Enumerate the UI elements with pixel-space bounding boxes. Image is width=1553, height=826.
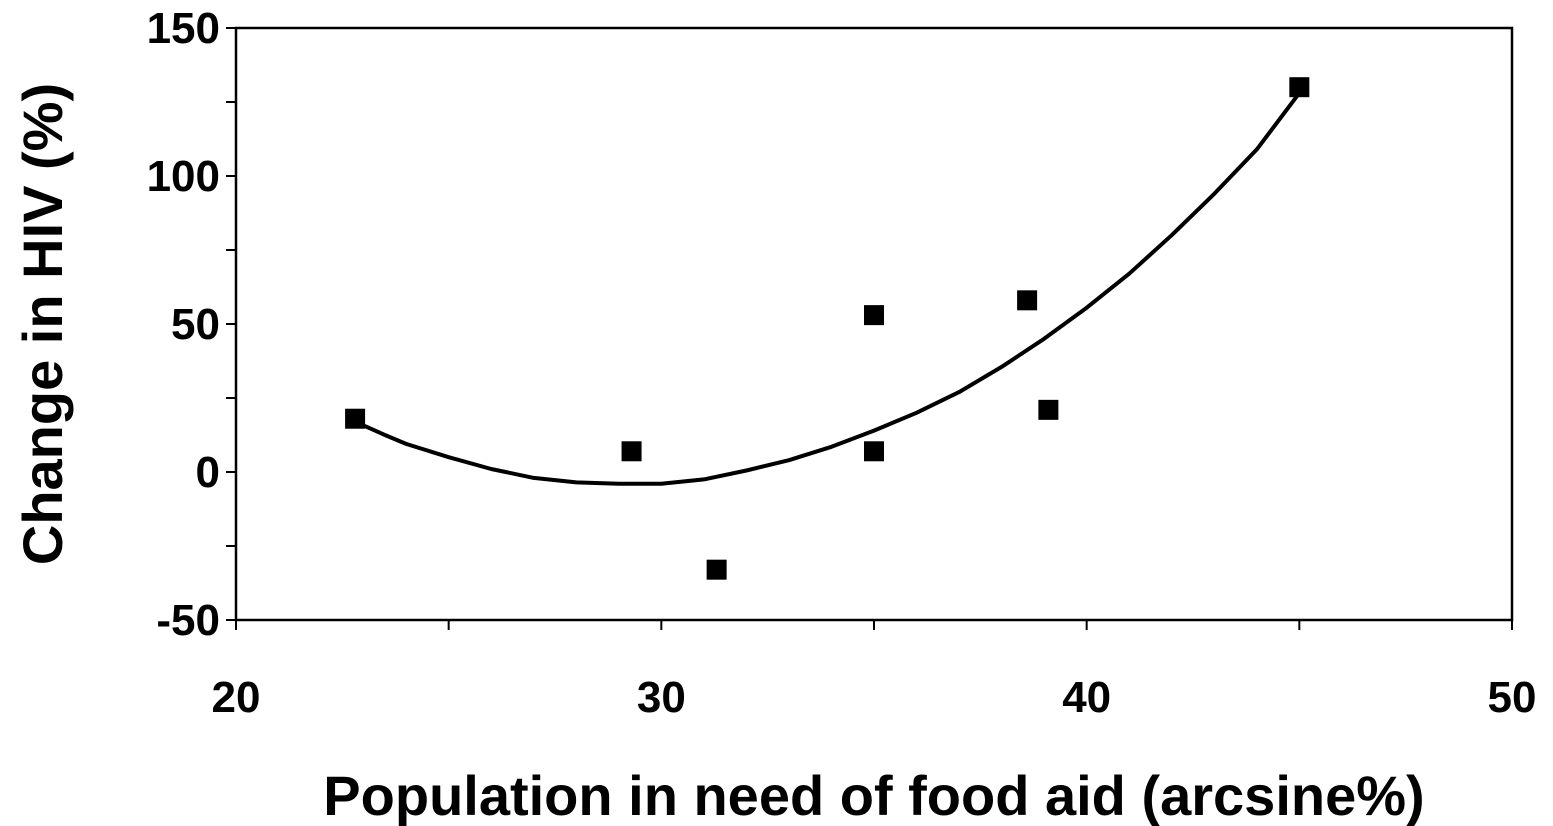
data-point	[1017, 290, 1038, 311]
data-points	[345, 77, 1310, 580]
data-point	[864, 441, 884, 462]
data-point	[864, 305, 884, 326]
x-axis: 20 30 40 50	[212, 620, 1537, 722]
x-tick-label: 50	[1488, 673, 1537, 722]
y-tick-label: -50	[156, 596, 220, 645]
x-axis-title: Population in need of food aid (arcsine%…	[323, 764, 1424, 826]
data-point	[1038, 399, 1059, 420]
y-tick-label: 100	[147, 152, 220, 201]
y-tick-label: 0	[196, 448, 220, 497]
y-axis-title: Change in HIV (%)	[11, 83, 74, 565]
data-point	[345, 408, 366, 429]
y-axis: -50 0 50 100 150	[147, 4, 236, 645]
trend-line-path	[354, 91, 1301, 486]
trend-line	[354, 91, 1301, 486]
y-tick-label: 50	[171, 300, 220, 349]
x-tick-label: 20	[212, 673, 261, 722]
x-tick-label: 30	[637, 673, 686, 722]
y-tick-label: 150	[147, 4, 220, 53]
x-tick-label: 40	[1062, 673, 1111, 722]
data-point	[1289, 77, 1310, 98]
data-point	[706, 559, 727, 580]
data-point	[621, 441, 642, 462]
